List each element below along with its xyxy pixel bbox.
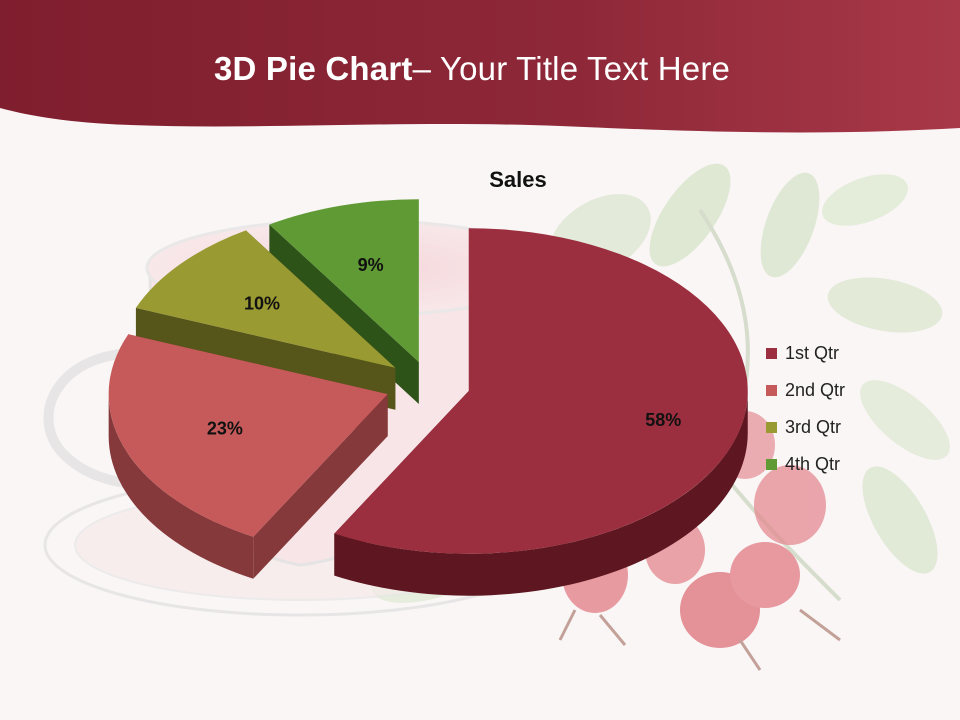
pie-slice-top — [269, 199, 419, 362]
data-label-4th-qtr: 9% — [358, 255, 384, 275]
data-label-1st-qtr: 58% — [645, 410, 681, 430]
legend-swatch — [766, 459, 777, 470]
data-label-2nd-qtr: 23% — [207, 418, 243, 438]
legend-label: 2nd Qtr — [785, 380, 846, 400]
header-band — [0, 0, 960, 133]
legend-label: 4th Qtr — [785, 454, 841, 474]
pie-slice-top — [334, 228, 748, 554]
pie-slice-rim — [108, 394, 254, 579]
legend-label: 3rd Qtr — [785, 417, 842, 437]
legend-swatch — [766, 422, 777, 433]
pie-slice-top — [108, 334, 388, 537]
pie-slices — [108, 199, 748, 596]
chart-title: Sales — [489, 167, 547, 192]
legend-item-3rd-qtr: 3rd Qtr — [766, 409, 845, 446]
page-title-bold: 3D Pie Chart — [213, 50, 413, 87]
legend-item-1st-qtr: 1st Qtr — [766, 335, 845, 372]
legend-item-2nd-qtr: 2nd Qtr — [766, 372, 845, 409]
page-title: 3D Pie Chart– Your Title Text Here — [0, 50, 944, 88]
chart-legend: 1st Qtr 2nd Qtr 3rd Qtr 4th Qtr — [766, 335, 845, 483]
legend-item-4th-qtr: 4th Qtr — [766, 446, 845, 483]
pie-slice-rim — [334, 390, 748, 596]
data-label-3rd-qtr: 10% — [244, 293, 280, 313]
page-title-rest: – Your Title Text Here — [412, 50, 731, 87]
pie-slice-2nd-qtr — [108, 334, 388, 579]
pie-slice-1st-qtr — [334, 228, 748, 596]
legend-label: 1st Qtr — [785, 343, 840, 363]
pie-labels: 58% 23% 10% 9% — [207, 255, 681, 438]
legend-swatch — [766, 348, 777, 359]
pie-slice-side-wall — [253, 394, 388, 579]
pie-slice-top — [135, 230, 396, 368]
legend-swatch — [766, 385, 777, 396]
